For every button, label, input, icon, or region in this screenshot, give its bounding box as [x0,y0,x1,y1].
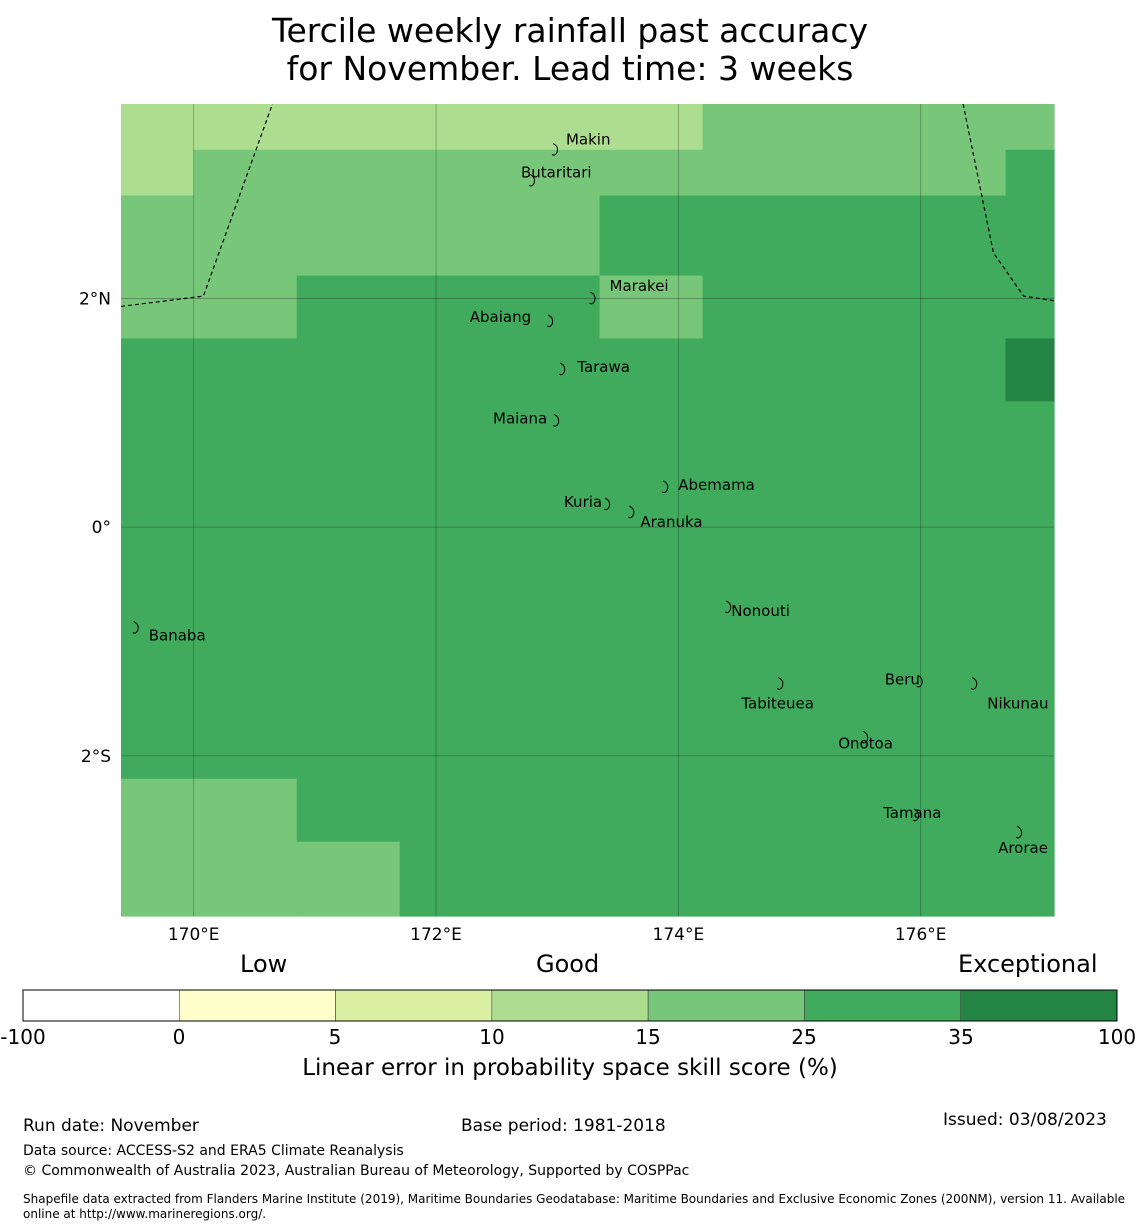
island-outline [551,143,558,156]
island-label: Makin [566,130,611,148]
island-label: Banaba [149,627,206,645]
colorbar-tick: 15 [635,1025,661,1049]
skill-cell [702,275,1055,340]
colorbar-tick: 5 [328,1025,342,1049]
island-label: Onotoa [838,734,893,752]
island-label: Nonouti [731,602,790,620]
lat-tick-label: 0° [92,518,111,538]
skill-cell [599,275,704,340]
skill-cell [121,104,195,197]
island-outline [916,674,923,688]
skill-cell [599,195,1055,277]
colorbar-tick: 0 [172,1025,186,1049]
island-label: Maiana [493,410,547,428]
island-label: Tabiteuea [740,695,814,713]
run-date: Run date: November [23,1116,199,1136]
island-label: Abaiang [470,308,531,326]
lon-tick-label: 170°E [168,925,220,945]
island-label: Tamana [882,804,941,822]
skill-cell [296,275,601,340]
skill-cell [121,338,1007,402]
eez-boundary-east [962,103,1055,302]
island-label: Aranuka [640,513,702,531]
island-label: Abemama [678,476,755,494]
skill-cell [121,275,298,340]
island-outline [589,291,596,305]
island-outline [552,414,560,427]
island-outline [1015,825,1023,839]
colorbar-label: Linear error in probability space skill … [302,1055,838,1081]
skill-cell [193,149,1007,197]
colorbar-tick: 25 [791,1025,817,1049]
colorbar-tick: 100 [1097,1025,1137,1049]
island-outline [970,677,978,690]
skill-cell [296,841,401,917]
lon-tick-label: 172°E [410,925,462,945]
skill-cell [1005,338,1055,402]
skill-cell [399,841,1055,917]
colorbar-category-exceptional: Exceptional [958,950,1098,978]
eez-boundary-west [120,103,274,308]
island-label: Arorae [998,839,1048,857]
island-label: Butaritari [521,163,592,181]
lat-tick-label: 2°S [81,747,111,767]
issued-date: Issued: 03/08/2023 [943,1110,1107,1130]
colorbar-swatch [178,989,336,1022]
island-outline [603,497,611,511]
skill-cell [121,195,601,277]
colorbar-swatch [491,989,649,1022]
island-outline [724,600,732,614]
shapefile-credit: Shapefile data extracted from Flanders M… [23,1192,1126,1221]
colorbar-tick: 35 [948,1025,974,1049]
skill-cell [121,778,298,917]
colorbar-swatch [22,989,180,1022]
copyright: © Commonwealth of Australia 2023, Austra… [23,1163,690,1179]
island-label: Beru [885,670,920,688]
colorbar-swatch [647,989,805,1022]
skill-cell [702,104,1055,151]
colorbar-category-low: Low [240,950,288,978]
island-outline [661,480,669,493]
skill-cell [1005,149,1055,197]
skill-cell [296,778,1055,843]
island-outline [861,730,869,744]
island-outline [777,677,784,690]
chart-title-line2: for November. Lead time: 3 weeks [286,49,854,88]
island-label: Nikunau [987,695,1048,713]
colorbar-tick: -100 [0,1025,46,1049]
island-outline [558,362,566,376]
skill-cell [121,401,1055,780]
island-label: Marakei [610,277,669,295]
colorbar-swatch [960,989,1118,1022]
data-source: Data source: ACCESS-S2 and ERA5 Climate … [23,1143,404,1159]
colorbar-tick: 10 [479,1025,505,1049]
island-outline [546,314,554,328]
colorbar-swatch [804,989,962,1022]
island-label: Kuria [564,493,602,511]
island-outline [528,173,535,187]
colorbar-swatch [335,989,493,1022]
island-outline [628,505,635,519]
island-outline [912,808,920,822]
chart-title-line1: Tercile weekly rainfall past accuracy [271,11,869,50]
colorbar [22,989,1118,1022]
base-period: Base period: 1981-2018 [461,1116,666,1136]
lon-tick-label: 176°E [895,925,947,945]
lon-tick-label: 174°E [653,925,705,945]
colorbar-outline [22,989,1118,1022]
skill-cell [193,104,704,151]
island-label: Tarawa [576,358,630,376]
island-outline [132,621,139,634]
lat-tick-label: 2°N [79,289,111,309]
colorbar-category-good: Good [536,950,600,978]
